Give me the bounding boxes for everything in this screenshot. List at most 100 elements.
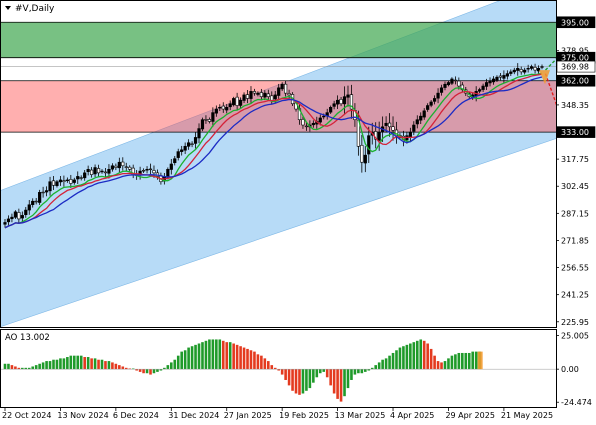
ao-bar[interactable]: [409, 343, 412, 370]
ao-bar[interactable]: [24, 367, 28, 370]
ao-bar[interactable]: [343, 369, 346, 397]
price-candle[interactable]: [259, 88, 263, 101]
ao-bar[interactable]: [55, 359, 59, 370]
ao-bar[interactable]: [374, 365, 378, 370]
price-candle[interactable]: [436, 88, 440, 104]
price-candle[interactable]: [221, 102, 225, 113]
ao-bar[interactable]: [298, 369, 301, 395]
ao-bar[interactable]: [322, 369, 326, 372]
ao-bar[interactable]: [443, 361, 447, 370]
ao-bar[interactable]: [325, 369, 329, 378]
ao-bar[interactable]: [194, 344, 197, 370]
price-candle[interactable]: [415, 115, 419, 129]
ao-bar[interactable]: [318, 369, 322, 374]
ao-bar[interactable]: [34, 365, 38, 370]
ao-bar[interactable]: [360, 369, 364, 374]
ao-bar[interactable]: [180, 351, 183, 370]
ao-bar[interactable]: [69, 355, 73, 370]
ao-bar[interactable]: [467, 352, 471, 370]
price-candle[interactable]: [17, 208, 21, 223]
ao-bar[interactable]: [142, 369, 145, 374]
ao-bar[interactable]: [114, 363, 118, 370]
price-candle[interactable]: [197, 123, 201, 144]
ao-bar[interactable]: [419, 339, 423, 370]
price-candle[interactable]: [110, 163, 114, 172]
ao-bar[interactable]: [118, 365, 121, 370]
price-candle[interactable]: [301, 115, 305, 129]
ao-bar[interactable]: [131, 368, 135, 370]
price-candle[interactable]: [484, 78, 489, 90]
price-candle[interactable]: [419, 112, 423, 124]
price-candle[interactable]: [117, 157, 121, 173]
ao-bar[interactable]: [7, 363, 10, 370]
price-candle[interactable]: [72, 177, 76, 185]
ao-bar[interactable]: [447, 358, 450, 370]
price-candle[interactable]: [478, 87, 482, 94]
ao-bar[interactable]: [79, 355, 83, 370]
price-candle[interactable]: [245, 89, 250, 104]
price-candle[interactable]: [190, 141, 194, 148]
price-candle[interactable]: [211, 107, 215, 127]
ao-bar[interactable]: [90, 358, 93, 370]
price-candle[interactable]: [148, 163, 153, 175]
ao-bar[interactable]: [422, 340, 426, 370]
price-candle[interactable]: [443, 81, 447, 91]
ao-bar[interactable]: [412, 342, 416, 370]
ao-bar[interactable]: [329, 369, 332, 386]
ao-bar[interactable]: [308, 369, 312, 389]
price-candle[interactable]: [256, 91, 260, 97]
price-candle[interactable]: [533, 63, 537, 74]
price-candle[interactable]: [287, 89, 291, 99]
ao-bar[interactable]: [461, 352, 464, 370]
ao-bar[interactable]: [339, 369, 343, 402]
price-candle[interactable]: [103, 167, 108, 177]
ao-bar[interactable]: [474, 351, 478, 370]
ao-bar[interactable]: [398, 347, 402, 370]
price-candle[interactable]: [280, 82, 284, 91]
price-candle[interactable]: [446, 80, 451, 87]
ao-bar[interactable]: [253, 351, 256, 370]
ao-bar[interactable]: [336, 369, 339, 399]
ao-bar[interactable]: [270, 365, 274, 370]
price-candle[interactable]: [412, 121, 416, 136]
ao-bar[interactable]: [426, 343, 429, 370]
ao-bar[interactable]: [221, 340, 225, 370]
ao-bar[interactable]: [52, 359, 55, 370]
ao-bar[interactable]: [152, 369, 156, 374]
price-candle[interactable]: [214, 105, 218, 117]
ao-bar[interactable]: [97, 359, 100, 370]
price-candle[interactable]: [121, 157, 125, 171]
price-candle[interactable]: [55, 179, 59, 188]
ao-bar[interactable]: [357, 369, 360, 374]
ao-bar[interactable]: [176, 355, 180, 370]
price-candle[interactable]: [3, 218, 7, 228]
ao-bar[interactable]: [312, 369, 315, 383]
ao-bar[interactable]: [471, 351, 475, 370]
price-candle[interactable]: [481, 83, 485, 92]
ao-bar[interactable]: [149, 369, 152, 375]
ao-bar[interactable]: [208, 339, 211, 370]
price-candle[interactable]: [342, 86, 347, 115]
ao-bar[interactable]: [66, 357, 69, 370]
ao-bar[interactable]: [83, 357, 86, 370]
price-candle[interactable]: [100, 169, 104, 174]
price-candle[interactable]: [218, 104, 222, 111]
price-candle[interactable]: [422, 108, 426, 120]
price-candle[interactable]: [58, 176, 63, 186]
price-candle[interactable]: [183, 142, 187, 155]
ao-bar[interactable]: [183, 350, 187, 370]
ao-bar[interactable]: [457, 352, 461, 370]
price-candle[interactable]: [193, 132, 198, 149]
price-candle[interactable]: [187, 139, 191, 150]
ao-bar[interactable]: [135, 369, 138, 371]
ao-bar[interactable]: [124, 367, 128, 370]
ao-bar[interactable]: [169, 362, 173, 370]
ao-bar[interactable]: [280, 369, 284, 375]
ao-bar[interactable]: [14, 366, 17, 370]
price-candle[interactable]: [114, 163, 118, 171]
ao-bar[interactable]: [284, 369, 287, 380]
ao-bar[interactable]: [305, 369, 308, 391]
price-candle[interactable]: [329, 105, 333, 114]
price-candle[interactable]: [90, 167, 94, 178]
